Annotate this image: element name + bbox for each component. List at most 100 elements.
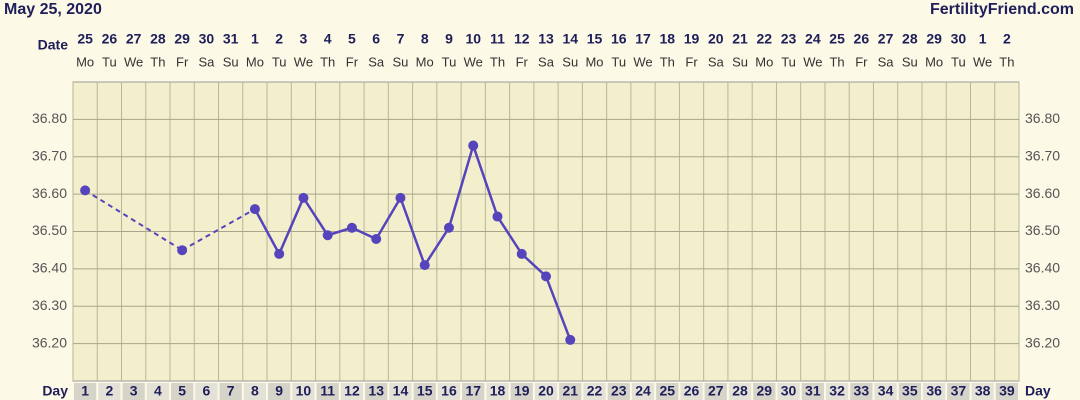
day-number: 33: [854, 383, 870, 399]
day-number: 7: [227, 383, 235, 399]
date: 25: [829, 31, 845, 47]
date: 30: [199, 31, 215, 47]
day-number: 2: [105, 383, 113, 399]
y-tick-label-right: 36.20: [1025, 334, 1060, 350]
weekday: Th: [320, 54, 335, 69]
day-number: 28: [732, 383, 748, 399]
weekday: Fr: [346, 54, 359, 69]
weekday: Sa: [198, 54, 215, 69]
temperature-point: [516, 248, 527, 259]
day-number: 9: [275, 383, 283, 399]
day-number: 19: [514, 383, 530, 399]
day-box: [704, 383, 727, 400]
day-number: 23: [611, 383, 627, 399]
day-number: 14: [393, 383, 409, 399]
temperature-point: [371, 233, 382, 244]
temperature-point: [565, 334, 576, 345]
date: 31: [223, 31, 239, 47]
day-box: [146, 383, 170, 400]
day-box: [753, 383, 776, 400]
day-number: 38: [975, 383, 991, 399]
y-tick-label: 36.50: [32, 222, 67, 238]
day-number: 32: [829, 383, 845, 399]
day-box: [98, 383, 121, 400]
weekday: Tu: [102, 54, 117, 69]
date: 23: [781, 31, 797, 47]
day-number: 4: [154, 383, 162, 399]
weekday: Th: [999, 54, 1014, 69]
day-number: 39: [999, 383, 1015, 399]
weekday: Su: [732, 54, 748, 69]
day-number: 36: [926, 383, 942, 399]
day-number: 27: [708, 383, 724, 399]
y-tick-label-right: 36.70: [1025, 147, 1060, 163]
day-box: [219, 383, 242, 400]
day-box: [365, 383, 388, 400]
day-number: 22: [587, 383, 603, 399]
date: 28: [902, 31, 918, 47]
day-label-right: Day: [1025, 383, 1051, 399]
day-number: 10: [296, 383, 312, 399]
temperature-point: [322, 230, 333, 241]
date-label: Date: [38, 37, 69, 53]
day-box: [171, 383, 194, 400]
date: 24: [805, 31, 821, 47]
date: 7: [397, 31, 405, 47]
day-box: [462, 383, 485, 400]
date: 3: [300, 31, 308, 47]
day-number: 29: [757, 383, 773, 399]
weekday: Tu: [272, 54, 287, 69]
day-box: [340, 383, 364, 400]
date: 26: [854, 31, 870, 47]
day-box: [316, 383, 339, 400]
weekday: Th: [660, 54, 675, 69]
y-tick-label-right: 36.50: [1025, 222, 1060, 238]
weekday: Mo: [755, 54, 773, 69]
temperature-point: [541, 271, 551, 282]
day-number: 37: [951, 383, 967, 399]
day-number: 30: [781, 383, 797, 399]
y-tick-label-right: 36.40: [1025, 260, 1060, 276]
y-tick-label-right: 36.30: [1025, 297, 1060, 313]
weekday: Fr: [685, 54, 698, 69]
y-tick-label-right: 36.60: [1025, 185, 1060, 201]
weekday: Fr: [855, 54, 868, 69]
temperature-point: [419, 260, 430, 271]
day-label: Day: [42, 383, 68, 399]
day-number: 8: [251, 383, 259, 399]
date: 1: [251, 31, 259, 47]
day-box: [874, 383, 897, 400]
day-box: [268, 383, 291, 400]
day-box: [728, 383, 752, 400]
date: 2: [1003, 31, 1011, 47]
day-box: [922, 383, 946, 400]
weekday: Tu: [951, 54, 966, 69]
day-box: [583, 383, 606, 400]
weekday: Su: [393, 54, 409, 69]
date: 14: [562, 31, 578, 47]
temperature-point: [395, 192, 406, 203]
date: 2: [275, 31, 283, 47]
date: 17: [635, 31, 651, 47]
date: 30: [951, 31, 967, 47]
day-box: [292, 383, 315, 400]
day-number: 34: [878, 383, 894, 399]
weekday: Mo: [76, 54, 94, 69]
date: 13: [538, 31, 554, 47]
day-box: [534, 383, 558, 400]
date: 5: [348, 31, 356, 47]
weekday: Su: [223, 54, 239, 69]
day-number: 18: [490, 383, 506, 399]
weekday: We: [633, 54, 652, 69]
day-box: [801, 383, 824, 400]
weekday: Mo: [246, 54, 264, 69]
weekday: We: [973, 54, 992, 69]
day-box: [389, 383, 412, 400]
weekday: We: [803, 54, 822, 69]
temperature-point: [177, 245, 188, 256]
day-number: 17: [465, 383, 481, 399]
day-box: [413, 383, 436, 400]
day-box: [74, 383, 97, 400]
temperature-point: [274, 248, 285, 259]
